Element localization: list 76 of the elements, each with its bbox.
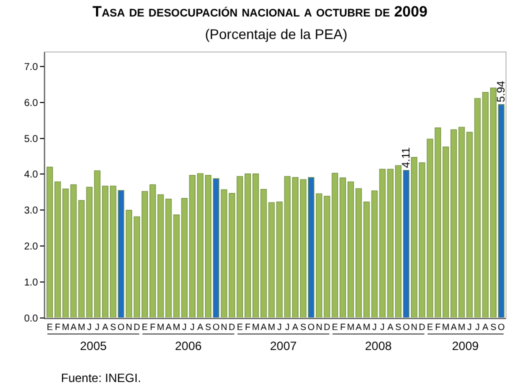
chart-subtitle: (Porcentaje de la PEA)	[205, 26, 348, 42]
x-tick-label: J	[380, 322, 385, 332]
x-tick-label: M	[78, 322, 86, 332]
x-tick-label: A	[482, 322, 488, 332]
x-tick-label: A	[356, 322, 362, 332]
x-tick-label: D	[228, 322, 236, 332]
x-tick-label: J	[95, 322, 100, 332]
x-tick-label: J	[277, 322, 282, 332]
x-tick-label: M	[156, 322, 164, 332]
y-tick-label: 2.0	[24, 242, 38, 253]
x-tick-label: E	[426, 322, 433, 332]
x-tick-label: J	[475, 322, 480, 332]
x-tick-label: E	[236, 322, 243, 332]
x-tick-label: J	[285, 322, 290, 332]
x-tick-label: M	[268, 322, 276, 332]
text: 2005	[80, 339, 108, 353]
x-tick-label: M	[442, 322, 450, 332]
x-tick-label: F	[54, 322, 61, 332]
x-tick-label: O	[212, 322, 220, 332]
x-tick-label: M	[172, 322, 180, 332]
x-tick-label: A	[197, 322, 204, 332]
y-tick-label: 3.0	[24, 206, 38, 217]
x-tick-label: M	[252, 322, 260, 332]
x-tick-label: D	[418, 322, 426, 332]
text: 2006	[175, 339, 202, 353]
x-tick-label: M	[458, 322, 466, 332]
x-tick-label: J	[87, 322, 92, 332]
x-tick-label: F	[150, 322, 156, 332]
x-tick-label: A	[292, 322, 298, 332]
x-tick-label: N	[126, 322, 132, 332]
x-tick-label: N	[410, 322, 418, 332]
y-tick-label: 0.0	[24, 314, 38, 324]
data-label: 5.94	[495, 80, 508, 102]
x-tick-label: O	[498, 322, 505, 332]
x-tick-label: N	[220, 322, 228, 332]
x-tick-label: D	[324, 322, 331, 332]
x-tick-label: M	[62, 322, 70, 332]
x-tick-label: S	[110, 322, 116, 332]
x-tick-label: M	[362, 322, 370, 332]
x-tick-label: O	[118, 322, 125, 332]
y-tick-label: 6.0	[24, 98, 38, 109]
x-tick-label: A	[450, 322, 457, 332]
x-tick-label: A	[387, 322, 394, 332]
x-tick-label: M	[347, 322, 354, 332]
x-tick-label: A	[70, 322, 77, 332]
y-tick-label: 4.0	[24, 170, 38, 181]
x-tick-label: J	[467, 322, 472, 332]
text: 2009	[452, 339, 480, 353]
data-label: 4.11	[400, 147, 412, 168]
x-tick-label: A	[260, 322, 267, 332]
x-tick-label: F	[340, 322, 346, 332]
x-tick-label: S	[205, 322, 212, 332]
x-tick-label: D	[134, 322, 141, 332]
x-tick-label: J	[190, 322, 195, 332]
x-tick-label: J	[372, 322, 377, 332]
x-tick-label: S	[490, 322, 496, 332]
x-tick-label: F	[435, 322, 442, 332]
text: 2008	[365, 339, 392, 353]
x-tick-label: S	[300, 322, 306, 332]
x-tick-label: E	[332, 322, 338, 332]
x-tick-label: E	[46, 322, 53, 332]
text: 2007	[270, 339, 298, 353]
chart-title: Tasa de desocupación nacional a octubre de 2009	[92, 3, 428, 20]
y-tick-label: 7.0	[24, 62, 38, 73]
y-tick-label: 1.0	[24, 278, 38, 289]
x-tick-label: N	[316, 322, 322, 332]
x-tick-label: E	[142, 322, 148, 332]
x-tick-label: O	[308, 322, 315, 332]
y-tick-label: 5.0	[24, 134, 38, 145]
x-tick-label: S	[395, 322, 402, 332]
x-tick-label: A	[166, 322, 172, 332]
source-note: Fuente: INEGI.	[61, 371, 142, 385]
x-tick-label: A	[102, 322, 108, 332]
x-tick-label: F	[245, 322, 252, 332]
x-tick-label: J	[182, 322, 187, 332]
x-tick-label: O	[402, 322, 410, 332]
